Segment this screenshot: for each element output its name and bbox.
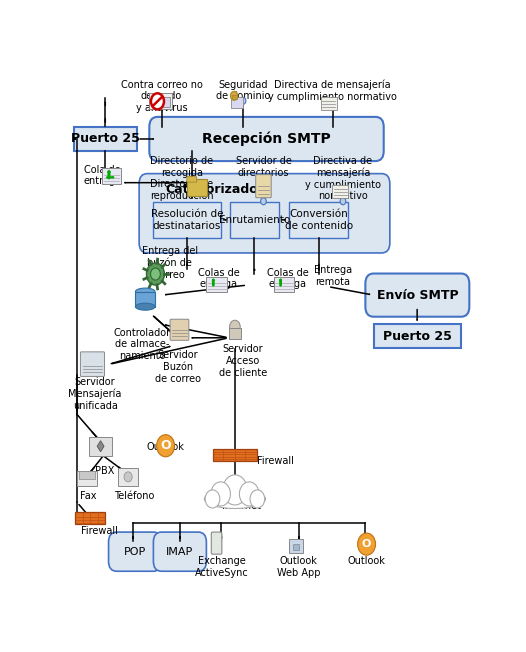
Text: Cola de
entrega: Cola de entrega bbox=[84, 164, 122, 186]
Circle shape bbox=[230, 91, 238, 100]
Circle shape bbox=[330, 97, 336, 104]
Text: Resolución de
destinatarios: Resolución de destinatarios bbox=[151, 209, 223, 231]
FancyBboxPatch shape bbox=[213, 449, 257, 461]
Ellipse shape bbox=[136, 303, 155, 310]
Text: Servidor de
directorios: Servidor de directorios bbox=[236, 156, 291, 177]
Circle shape bbox=[146, 263, 165, 285]
FancyBboxPatch shape bbox=[332, 185, 348, 198]
Polygon shape bbox=[97, 441, 104, 452]
FancyBboxPatch shape bbox=[103, 168, 121, 184]
Text: Outlook: Outlook bbox=[147, 442, 185, 452]
Text: Fax: Fax bbox=[80, 491, 96, 501]
FancyBboxPatch shape bbox=[293, 544, 299, 550]
Circle shape bbox=[250, 490, 265, 508]
FancyBboxPatch shape bbox=[256, 175, 271, 198]
Text: Outlook: Outlook bbox=[348, 556, 386, 566]
Text: Contra correo no
deseado
y antivirus: Contra correo no deseado y antivirus bbox=[120, 80, 203, 113]
FancyBboxPatch shape bbox=[231, 95, 237, 99]
Text: Directiva de
mensajería
y cumplimiento
normativo: Directiva de mensajería y cumplimiento n… bbox=[305, 156, 381, 201]
Text: Servidor
Acceso
de cliente: Servidor Acceso de cliente bbox=[219, 344, 267, 378]
Text: Teléfono: Teléfono bbox=[114, 491, 155, 501]
Circle shape bbox=[240, 97, 246, 104]
Text: Categorizador: Categorizador bbox=[166, 183, 265, 196]
FancyBboxPatch shape bbox=[118, 468, 138, 486]
FancyBboxPatch shape bbox=[231, 97, 243, 108]
Circle shape bbox=[159, 97, 165, 104]
Text: Entrega del
buzón de
correo: Entrega del buzón de correo bbox=[141, 246, 198, 280]
Circle shape bbox=[239, 482, 259, 506]
Circle shape bbox=[222, 475, 247, 505]
FancyBboxPatch shape bbox=[206, 276, 227, 291]
Text: Envío SMTP: Envío SMTP bbox=[377, 289, 458, 302]
Circle shape bbox=[211, 482, 230, 506]
Text: PBX: PBX bbox=[95, 466, 114, 476]
FancyBboxPatch shape bbox=[79, 471, 95, 479]
FancyBboxPatch shape bbox=[108, 532, 161, 571]
Ellipse shape bbox=[205, 490, 266, 509]
Text: Controlador
de almace-
namiento: Controlador de almace- namiento bbox=[114, 328, 171, 361]
FancyBboxPatch shape bbox=[289, 201, 348, 238]
FancyBboxPatch shape bbox=[74, 127, 137, 151]
FancyBboxPatch shape bbox=[77, 471, 97, 486]
FancyBboxPatch shape bbox=[187, 177, 197, 182]
Text: Internet: Internet bbox=[221, 501, 260, 511]
FancyBboxPatch shape bbox=[229, 328, 241, 339]
Circle shape bbox=[150, 268, 160, 280]
FancyBboxPatch shape bbox=[89, 437, 112, 456]
Text: POP: POP bbox=[124, 546, 146, 557]
FancyBboxPatch shape bbox=[159, 97, 170, 108]
Circle shape bbox=[151, 93, 164, 110]
FancyBboxPatch shape bbox=[274, 276, 294, 291]
Text: O: O bbox=[362, 539, 371, 549]
FancyBboxPatch shape bbox=[320, 96, 337, 110]
Circle shape bbox=[205, 490, 220, 508]
Text: Directorio de
recogida
Directorio de
reproducción: Directorio de recogida Directorio de rep… bbox=[150, 156, 214, 201]
Text: Entrega
remota: Entrega remota bbox=[313, 265, 352, 287]
FancyBboxPatch shape bbox=[170, 319, 189, 340]
Text: Firewall: Firewall bbox=[80, 526, 118, 536]
Text: Puerto 25: Puerto 25 bbox=[383, 330, 452, 343]
FancyBboxPatch shape bbox=[154, 201, 221, 238]
Text: Puerto 25: Puerto 25 bbox=[71, 132, 140, 145]
FancyBboxPatch shape bbox=[149, 93, 172, 110]
Circle shape bbox=[124, 472, 132, 482]
Circle shape bbox=[260, 198, 266, 205]
Text: Outlook
Web App: Outlook Web App bbox=[277, 556, 321, 578]
FancyBboxPatch shape bbox=[187, 179, 207, 196]
Text: Directiva de mensajería
y cumplimiento normativo: Directiva de mensajería y cumplimiento n… bbox=[268, 80, 397, 102]
FancyBboxPatch shape bbox=[75, 512, 105, 524]
FancyBboxPatch shape bbox=[80, 352, 105, 376]
Circle shape bbox=[157, 435, 175, 457]
FancyBboxPatch shape bbox=[373, 324, 461, 348]
Text: O: O bbox=[160, 439, 171, 452]
Text: IMAP: IMAP bbox=[166, 546, 194, 557]
Text: Conversión
de contenido: Conversión de contenido bbox=[285, 209, 353, 231]
Text: Enrutamiento: Enrutamiento bbox=[219, 215, 290, 225]
Text: Seguridad
de dominio: Seguridad de dominio bbox=[216, 80, 270, 101]
FancyBboxPatch shape bbox=[211, 532, 222, 554]
FancyBboxPatch shape bbox=[366, 274, 469, 317]
FancyBboxPatch shape bbox=[154, 532, 206, 571]
Text: Servidor
Buzón
de correo: Servidor Buzón de correo bbox=[155, 350, 201, 383]
FancyBboxPatch shape bbox=[139, 173, 390, 253]
Text: Firewall: Firewall bbox=[257, 456, 294, 466]
Text: Colas de
entrega: Colas de entrega bbox=[267, 267, 309, 289]
Text: Exchange
ActiveSync: Exchange ActiveSync bbox=[195, 556, 248, 578]
Text: Recepción SMTP: Recepción SMTP bbox=[202, 132, 331, 146]
Text: Colas de
entrega: Colas de entrega bbox=[198, 267, 239, 289]
Circle shape bbox=[340, 198, 346, 205]
FancyBboxPatch shape bbox=[149, 117, 384, 161]
FancyBboxPatch shape bbox=[136, 291, 155, 306]
FancyBboxPatch shape bbox=[289, 539, 304, 553]
FancyBboxPatch shape bbox=[230, 201, 279, 238]
Ellipse shape bbox=[136, 288, 155, 295]
Circle shape bbox=[358, 533, 376, 556]
Text: Servidor
Mensajería
unificada: Servidor Mensajería unificada bbox=[68, 377, 122, 411]
Circle shape bbox=[230, 320, 240, 333]
